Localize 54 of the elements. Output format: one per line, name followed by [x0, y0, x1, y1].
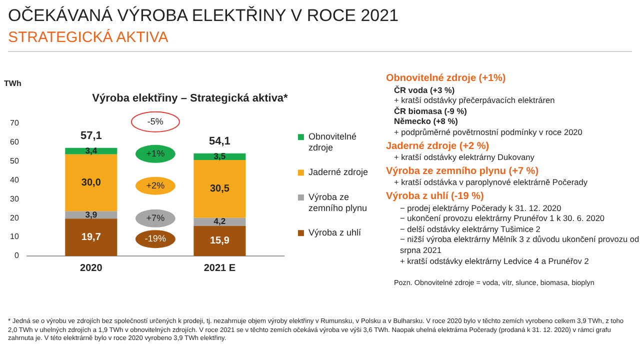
- annotation: +1%: [146, 148, 165, 158]
- data-label: 15,9: [210, 236, 230, 247]
- y-axis-title: TWh: [4, 79, 22, 88]
- data-label: 3,5: [214, 151, 226, 162]
- text: + kratší odstávky elektrárny Dukovany: [393, 152, 536, 163]
- bar: [65, 218, 118, 256]
- legend-label: Obnovitelné zdroje: [308, 132, 357, 152]
- data-label: 4,2: [214, 216, 226, 226]
- bar: [194, 160, 246, 218]
- bar: [194, 226, 246, 256]
- total-label: 57,1: [80, 130, 102, 142]
- text: − prodej elektrárny Počerady k 31. 12. 2020: [399, 202, 562, 214]
- text: ČR biomasa (-9 %): [393, 106, 468, 116]
- annotation: +7%: [146, 212, 165, 223]
- y-tick-label: 70: [10, 118, 20, 128]
- text: + podprůměrné povětrnostní podmínky v roce 2020: [393, 126, 584, 138]
- annotation: +2%: [146, 180, 165, 190]
- y-tick-label: 60: [10, 137, 20, 146]
- text: Obnovitelné zdroje (+1%): [386, 73, 507, 85]
- text: − delší odstávky elektrárny Tušimice 2: [399, 224, 542, 234]
- data-label: 19,7: [81, 232, 102, 244]
- annotation: -5%: [147, 116, 164, 126]
- text: OČEKÁVANÁ VÝROBA ELEKTŘINY V ROCE 2021: [8, 6, 399, 26]
- text: STRATEGICKÁ AKTIVA: [8, 29, 168, 46]
- legend-label: Jaderné zdroje: [308, 167, 368, 178]
- legend-label: Výroba z uhlí: [308, 228, 362, 238]
- y-tick-label: 40: [10, 175, 20, 184]
- text: ČR voda (+3 %): [393, 84, 456, 96]
- y-tick-label: 20: [10, 213, 20, 222]
- data-label: 30,0: [81, 178, 102, 189]
- total-label: 54,1: [208, 135, 230, 148]
- text: − nižší výroba elektrárny Mělník 3 z důvodu ukončení provozu od srpna 2021: [399, 234, 640, 256]
- y-tick-label: 30: [10, 194, 20, 204]
- text: Jaderné zdroje (+2 %): [386, 140, 490, 152]
- annotation: -19%: [144, 234, 166, 244]
- text: Německo (+8 %): [393, 116, 459, 127]
- y-tick-label: 50: [10, 156, 20, 166]
- text: + kratší odstávka v paroplynové elektrárně Počerady: [393, 177, 588, 188]
- x-tick-label: 2021 E: [204, 262, 236, 274]
- bar: [65, 154, 118, 212]
- y-tick-label: 10: [10, 232, 20, 242]
- text: + kratší odstávky elektrárny Ledvice 4 a Prunéřov 2: [399, 256, 590, 266]
- data-label: 30,5: [210, 184, 230, 195]
- legend-label: Výroba ze zemního plynu: [308, 192, 368, 213]
- text: Výroba ze zemního plynu (+7 %): [386, 166, 540, 178]
- data-label: 3,4: [85, 145, 98, 156]
- text: Výroba z uhlí (-19 %): [386, 190, 485, 203]
- text: − ukončení provozu elektrárny Prunéřov 1 k 30. 6. 2020: [399, 213, 606, 224]
- data-label: 3,9: [85, 209, 98, 220]
- bar: [194, 218, 246, 226]
- chart-title: Výroba elektřiny – Strategická aktiva*: [92, 92, 289, 105]
- text: + kratší odstávky přečerpávacích elektráren: [393, 95, 556, 106]
- y-tick-label: 0: [14, 251, 20, 260]
- x-tick-label: 2020: [80, 262, 103, 274]
